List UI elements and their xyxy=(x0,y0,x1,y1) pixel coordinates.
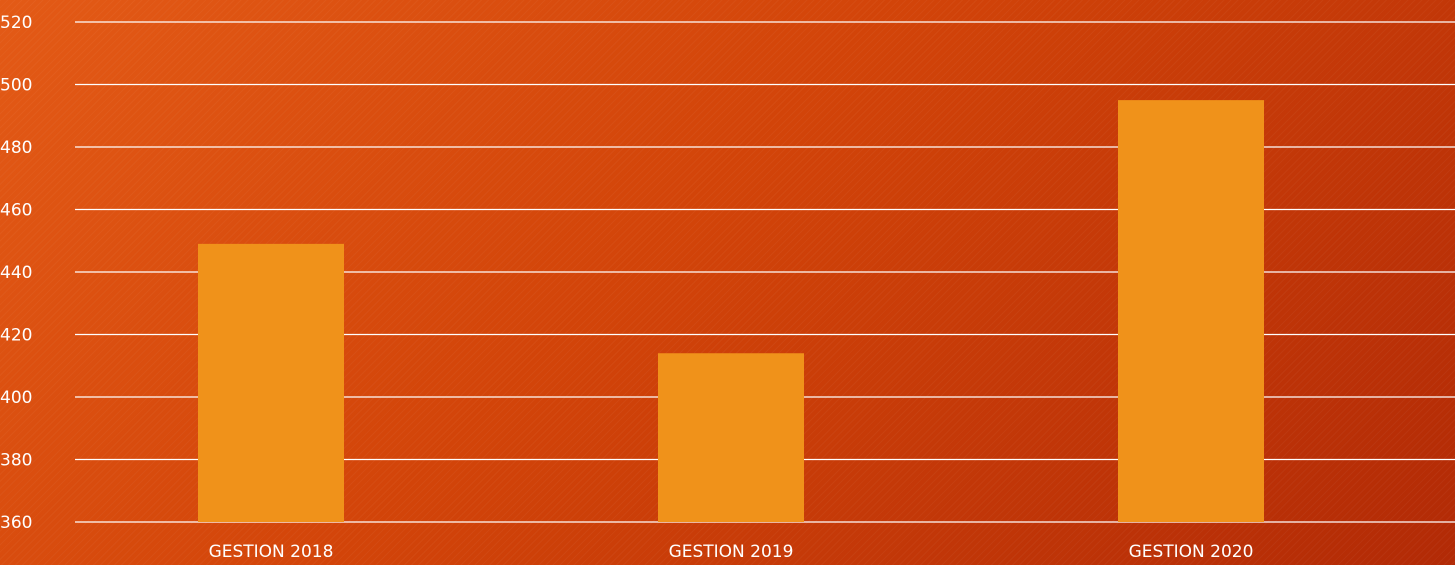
bar-gestion-2019 xyxy=(658,353,804,522)
bar-gestion-2020 xyxy=(1118,100,1264,522)
y-tick-label: 400 xyxy=(0,388,32,408)
x-category-label: GESTION 2018 xyxy=(209,542,334,562)
y-tick-label: 460 xyxy=(0,201,32,221)
x-axis-labels: GESTION 2018 GESTION 2019 GESTION 2020 xyxy=(209,542,1254,562)
x-category-label: GESTION 2019 xyxy=(669,542,794,562)
y-tick-label: 440 xyxy=(0,263,32,283)
y-tick-label: 360 xyxy=(0,513,32,533)
y-tick-label: 380 xyxy=(0,451,32,471)
x-category-label: GESTION 2020 xyxy=(1129,542,1254,562)
bar-gestion-2018 xyxy=(198,243,344,522)
y-axis-ticks: 360 380 400 420 440 460 480 500 520 xyxy=(0,13,32,533)
y-tick-label: 500 xyxy=(0,76,32,96)
y-tick-label: 520 xyxy=(0,13,32,33)
y-tick-label: 480 xyxy=(0,138,32,158)
bars xyxy=(198,100,1264,522)
y-tick-label: 420 xyxy=(0,326,32,346)
